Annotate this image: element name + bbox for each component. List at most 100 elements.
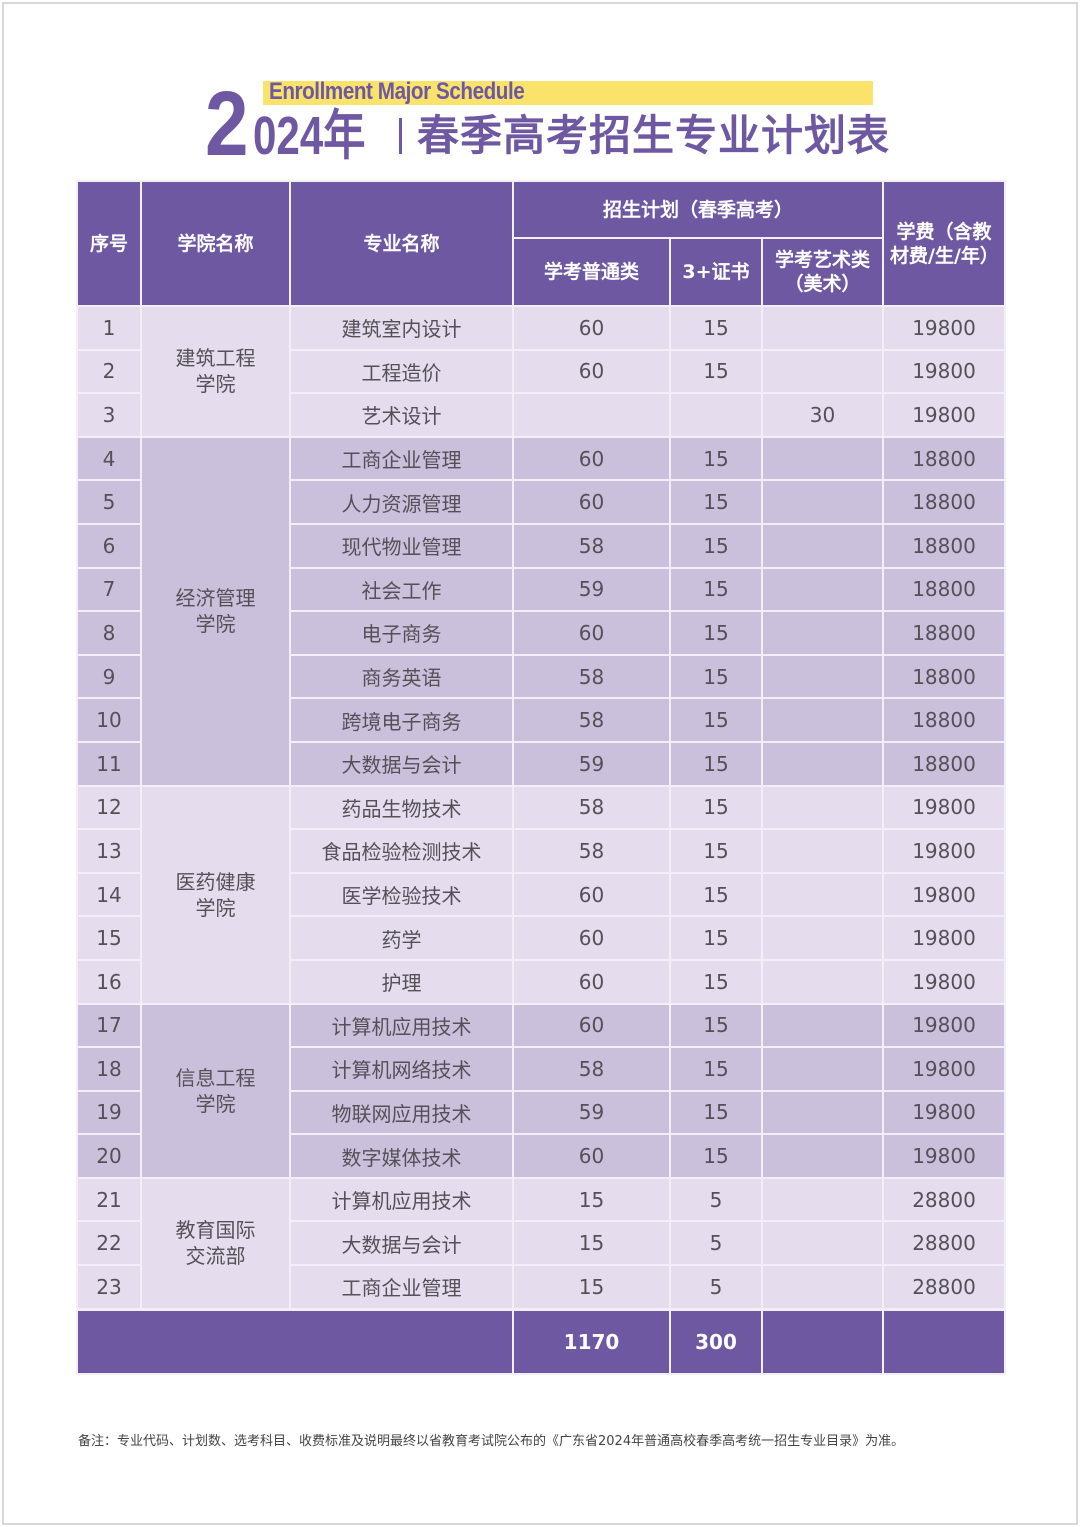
table-row: 21 教育国际 交流部 计算机应用技术 15 5 28800 bbox=[76, 1176, 1007, 1311]
table-row: 23 工商企业管理 15 5 28800 bbox=[76, 1264, 1007, 1311]
table-row: 9 商务英语 58 15 18800 bbox=[76, 653, 1007, 700]
art-count bbox=[760, 1002, 885, 1049]
row-index: 23 bbox=[76, 1264, 142, 1311]
row-index: 6 bbox=[76, 522, 142, 569]
art-count bbox=[760, 915, 885, 961]
table-row: 14 医学检验技术 60 15 19800 bbox=[76, 871, 1007, 918]
cert-count: 15 bbox=[669, 610, 763, 656]
total-label bbox=[76, 1307, 514, 1375]
college-name: 教育国际 交流部 bbox=[140, 1176, 291, 1311]
cert-count: 15 bbox=[669, 958, 763, 1005]
regular-count: 60 bbox=[512, 305, 671, 351]
table-row: 6 现代物业管理 58 15 18800 bbox=[76, 522, 1007, 569]
regular-count: 59 bbox=[512, 566, 671, 613]
art-count bbox=[760, 348, 885, 395]
cert-count: 15 bbox=[669, 653, 763, 700]
page-title: Enrollment Major Schedule 2 024年 春季高考招生专… bbox=[205, 73, 889, 175]
major-name: 社会工作 bbox=[289, 566, 514, 613]
cert-count: 15 bbox=[669, 1133, 763, 1179]
table-row: 10 跨境电子商务 58 15 18800 bbox=[76, 697, 1007, 743]
major-name: 现代物业管理 bbox=[289, 522, 514, 569]
tuition: 19800 bbox=[882, 828, 1007, 874]
cert-count: 15 bbox=[669, 740, 763, 787]
regular-count: 60 bbox=[512, 435, 671, 482]
regular-count: 60 bbox=[512, 1133, 671, 1179]
major-name: 药品生物技术 bbox=[289, 784, 514, 831]
year-first-digit: 2 bbox=[205, 73, 249, 175]
cert-count: 5 bbox=[669, 1176, 763, 1223]
row-index: 4 bbox=[76, 435, 142, 482]
cert-count: 15 bbox=[669, 697, 763, 743]
tuition: 28800 bbox=[882, 1264, 1007, 1311]
art-count bbox=[760, 566, 885, 613]
regular-count: 60 bbox=[512, 348, 671, 395]
tuition: 18800 bbox=[882, 697, 1007, 743]
row-index: 10 bbox=[76, 697, 142, 743]
regular-count: 60 bbox=[512, 871, 671, 918]
art-count bbox=[760, 740, 885, 787]
table-row: 18 计算机网络技术 58 15 19800 bbox=[76, 1046, 1007, 1092]
row-index: 9 bbox=[76, 653, 142, 700]
tuition: 19800 bbox=[882, 1002, 1007, 1049]
row-index: 2 bbox=[76, 348, 142, 395]
regular-count: 15 bbox=[512, 1264, 671, 1311]
tuition: 28800 bbox=[882, 1176, 1007, 1223]
art-count bbox=[760, 958, 885, 1005]
art-count bbox=[760, 1089, 885, 1136]
cert-count: 15 bbox=[669, 348, 763, 395]
table-row: 19 物联网应用技术 59 15 19800 bbox=[76, 1089, 1007, 1136]
tuition: 18800 bbox=[882, 740, 1007, 787]
art-count bbox=[760, 435, 885, 482]
major-name: 医学检验技术 bbox=[289, 871, 514, 918]
art-count bbox=[760, 784, 885, 831]
tuition: 19800 bbox=[882, 958, 1007, 1005]
major-name: 建筑室内设计 bbox=[289, 305, 514, 351]
major-name: 工商企业管理 bbox=[289, 435, 514, 482]
art-count bbox=[760, 697, 885, 743]
regular-count: 58 bbox=[512, 522, 671, 569]
total-regular: 1170 bbox=[512, 1307, 671, 1375]
regular-count bbox=[512, 392, 671, 438]
tuition: 19800 bbox=[882, 305, 1007, 351]
major-name: 工程造价 bbox=[289, 348, 514, 395]
cert-count: 15 bbox=[669, 1002, 763, 1049]
cert-count: 15 bbox=[669, 915, 763, 961]
major-name: 食品检验检测技术 bbox=[289, 828, 514, 874]
header-cert: 3+证书 bbox=[669, 237, 763, 307]
tuition: 19800 bbox=[882, 784, 1007, 831]
table-row: 11 大数据与会计 59 15 18800 bbox=[76, 740, 1007, 787]
regular-count: 60 bbox=[512, 479, 671, 525]
cert-count: 5 bbox=[669, 1264, 763, 1311]
art-count bbox=[760, 871, 885, 918]
english-title: Enrollment Major Schedule bbox=[269, 78, 525, 105]
row-index: 12 bbox=[76, 784, 142, 831]
regular-count: 59 bbox=[512, 740, 671, 787]
row-index: 11 bbox=[76, 740, 142, 787]
header-major: 专业名称 bbox=[289, 180, 514, 307]
regular-count: 15 bbox=[512, 1176, 671, 1223]
tuition: 19800 bbox=[882, 1046, 1007, 1092]
college-name: 建筑工程 学院 bbox=[140, 305, 291, 438]
table-row: 20 数字媒体技术 60 15 19800 bbox=[76, 1133, 1007, 1179]
regular-count: 15 bbox=[512, 1220, 671, 1267]
header-tuition: 学费（含教材费/生/年） bbox=[882, 180, 1007, 307]
tuition: 19800 bbox=[882, 1133, 1007, 1179]
table-row: 8 电子商务 60 15 18800 bbox=[76, 610, 1007, 656]
art-count: 30 bbox=[760, 392, 885, 438]
major-name: 护理 bbox=[289, 958, 514, 1005]
cert-count: 15 bbox=[669, 784, 763, 831]
art-count bbox=[760, 828, 885, 874]
regular-count: 60 bbox=[512, 610, 671, 656]
cert-count: 15 bbox=[669, 1089, 763, 1136]
art-count bbox=[760, 1133, 885, 1179]
major-name: 计算机应用技术 bbox=[289, 1002, 514, 1049]
table-row: 3 艺术设计 30 19800 bbox=[76, 392, 1007, 438]
title-highlight-bar bbox=[263, 81, 873, 105]
table-row: 17 信息工程 学院 计算机应用技术 60 15 19800 bbox=[76, 1002, 1007, 1179]
regular-count: 58 bbox=[512, 697, 671, 743]
table-row: 5 人力资源管理 60 15 18800 bbox=[76, 479, 1007, 525]
major-name: 数字媒体技术 bbox=[289, 1133, 514, 1179]
row-index: 20 bbox=[76, 1133, 142, 1179]
tuition: 19800 bbox=[882, 348, 1007, 395]
major-name: 大数据与会计 bbox=[289, 740, 514, 787]
